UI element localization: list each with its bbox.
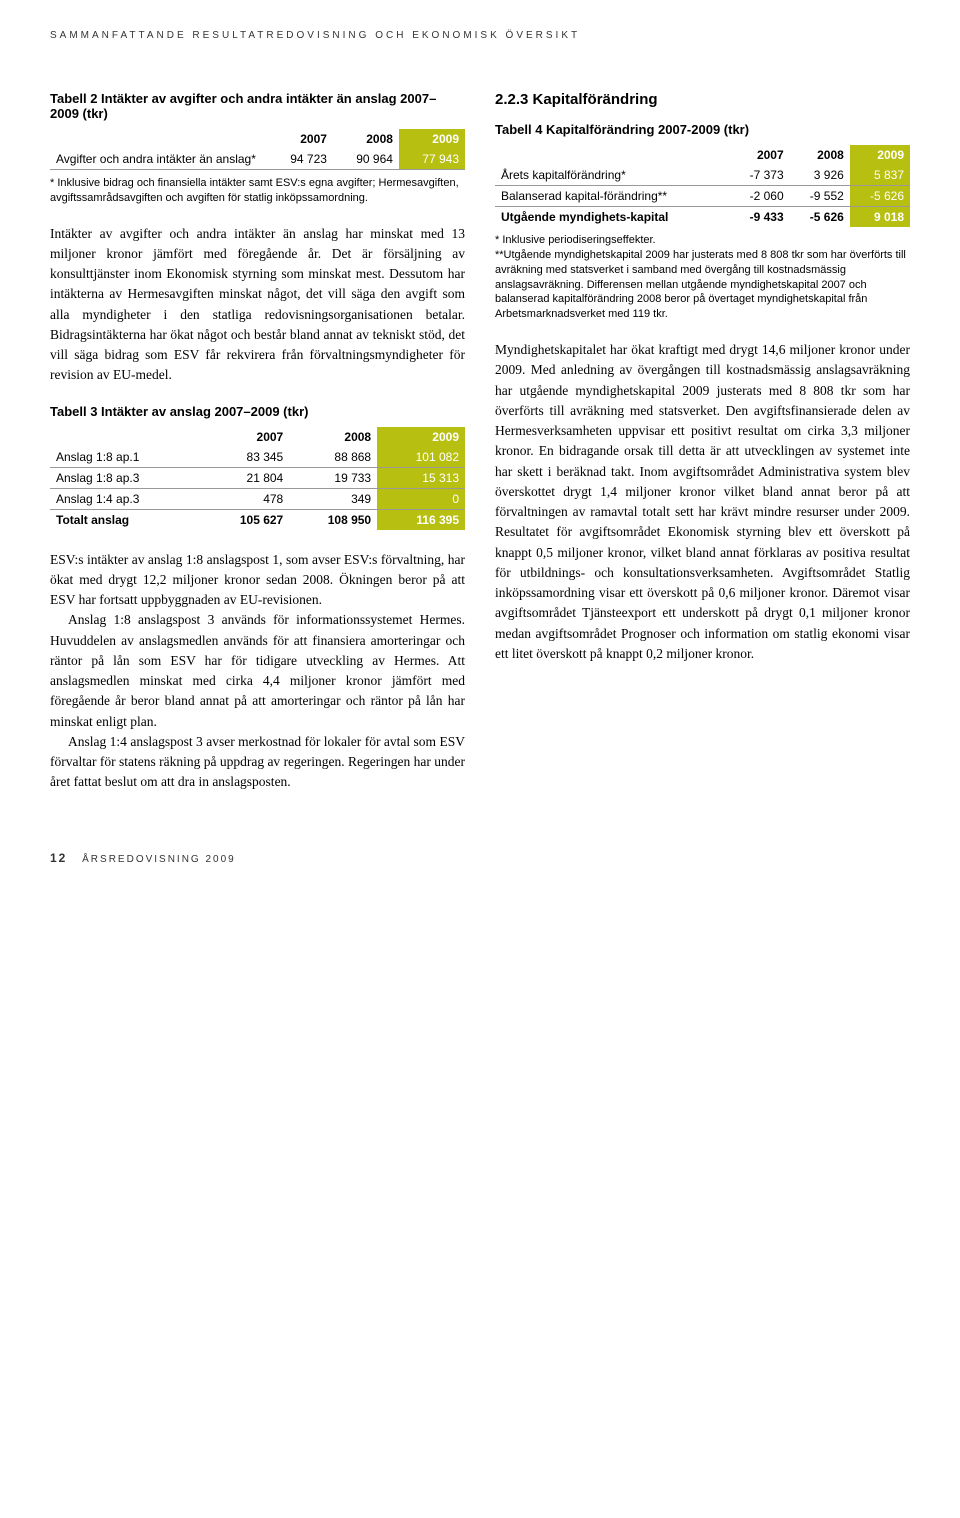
left-para3: Anslag 1:8 anslagspost 3 används för inf…	[50, 610, 465, 732]
table4-row: Årets kapitalförändring* -7 373 3 926 5 …	[495, 165, 910, 186]
table2-h0	[50, 129, 267, 149]
table3-h1: 2007	[201, 427, 289, 447]
table3-h3: 2009	[377, 427, 465, 447]
table3-total-c08: 108 950	[289, 509, 377, 530]
table3-total-c09: 116 395	[377, 509, 465, 530]
table2-h2: 2008	[333, 129, 399, 149]
table2-r0-c09: 77 943	[399, 149, 465, 170]
table3-total-label: Totalt anslag	[50, 509, 201, 530]
table3-r1-c09: 15 313	[377, 467, 465, 488]
table3-h0	[50, 427, 201, 447]
main-columns: Tabell 2 Intäkter av avgifter och andra …	[50, 91, 910, 811]
page-number: 12	[50, 851, 67, 865]
table4-title: Tabell 4 Kapitalförändring 2007-2009 (tk…	[495, 122, 910, 137]
table4-h0	[495, 145, 729, 165]
table3-r2-c09: 0	[377, 488, 465, 509]
table3-r0-c08: 88 868	[289, 447, 377, 468]
table4-footnote: * Inklusive periodiseringseffekter. **Ut…	[495, 233, 910, 322]
table2: 2007 2008 2009 Avgifter och andra intäkt…	[50, 129, 465, 170]
table4-r0-label: Årets kapitalförändring*	[495, 165, 729, 186]
table4: 2007 2008 2009 Årets kapitalförändring* …	[495, 145, 910, 227]
table3-total-c07: 105 627	[201, 509, 289, 530]
table4-header-row: 2007 2008 2009	[495, 145, 910, 165]
table4-r1-c09: -5 626	[850, 186, 910, 207]
left-column: Tabell 2 Intäkter av avgifter och andra …	[50, 91, 465, 811]
left-para2: ESV:s intäkter av anslag 1:8 anslagspost…	[50, 552, 465, 608]
table4-r2-c07: -9 433	[729, 207, 789, 228]
table4-h2: 2008	[790, 145, 850, 165]
table3-r2-c07: 478	[201, 488, 289, 509]
table3-row: Anslag 1:8 ap.1 83 345 88 868 101 082	[50, 447, 465, 468]
table4-h3: 2009	[850, 145, 910, 165]
table3-r2-c08: 349	[289, 488, 377, 509]
table2-h1: 2007	[267, 129, 333, 149]
table3-r0-c09: 101 082	[377, 447, 465, 468]
table4-r1-c08: -9 552	[790, 186, 850, 207]
table3-r0-label: Anslag 1:8 ap.1	[50, 447, 201, 468]
left-para4: Anslag 1:4 anslagspost 3 avser merkostna…	[50, 732, 465, 793]
table4-r2-c08: -5 626	[790, 207, 850, 228]
table3-r1-label: Anslag 1:8 ap.3	[50, 467, 201, 488]
left-para-block: ESV:s intäkter av anslag 1:8 anslagspost…	[50, 550, 465, 793]
table3-h2: 2008	[289, 427, 377, 447]
table2-h3: 2009	[399, 129, 465, 149]
table3-title: Tabell 3 Intäkter av anslag 2007–2009 (t…	[50, 404, 465, 419]
table2-row: Avgifter och andra intäkter än anslag* 9…	[50, 149, 465, 170]
table4-r2-label: Utgående myndighets-kapital	[495, 207, 729, 228]
table2-r0-c08: 90 964	[333, 149, 399, 170]
table4-r1-label: Balanserad kapital-förändring**	[495, 186, 729, 207]
right-column: 2.2.3 Kapitalförändring Tabell 4 Kapital…	[495, 91, 910, 811]
table3-r2-label: Anslag 1:4 ap.3	[50, 488, 201, 509]
table4-row: Balanserad kapital-förändring** -2 060 -…	[495, 186, 910, 207]
table3-r1-c07: 21 804	[201, 467, 289, 488]
table4-h1: 2007	[729, 145, 789, 165]
left-para1: Intäkter av avgifter och andra intäkter …	[50, 224, 465, 386]
table2-r0-label: Avgifter och andra intäkter än anslag*	[50, 149, 267, 170]
section-heading-223: 2.2.3 Kapitalförändring	[495, 91, 910, 108]
right-para1: Myndighetskapitalet har ökat kraftigt me…	[495, 340, 910, 664]
table4-r0-c09: 5 837	[850, 165, 910, 186]
page-footer: 12 ÅRSREDOVISNING 2009	[50, 851, 910, 865]
table2-footnote: * Inklusive bidrag och finansiella intäk…	[50, 176, 465, 206]
footer-text: ÅRSREDOVISNING 2009	[82, 854, 236, 865]
table3-r1-c08: 19 733	[289, 467, 377, 488]
table3-total-row: Totalt anslag 105 627 108 950 116 395	[50, 509, 465, 530]
table2-header-row: 2007 2008 2009	[50, 129, 465, 149]
table4-r2-c09: 9 018	[850, 207, 910, 228]
table3-row: Anslag 1:8 ap.3 21 804 19 733 15 313	[50, 467, 465, 488]
table4-r0-c08: 3 926	[790, 165, 850, 186]
table2-title: Tabell 2 Intäkter av avgifter och andra …	[50, 91, 465, 121]
table4-r1-c07: -2 060	[729, 186, 789, 207]
table3: 2007 2008 2009 Anslag 1:8 ap.1 83 345 88…	[50, 427, 465, 530]
table2-r0-c07: 94 723	[267, 149, 333, 170]
table4-row: Utgående myndighets-kapital -9 433 -5 62…	[495, 207, 910, 228]
table3-header-row: 2007 2008 2009	[50, 427, 465, 447]
page-header: SAMMANFATTANDE RESULTATREDOVISNING OCH E…	[50, 30, 910, 41]
table3-r0-c07: 83 345	[201, 447, 289, 468]
table3-row: Anslag 1:4 ap.3 478 349 0	[50, 488, 465, 509]
table4-r0-c07: -7 373	[729, 165, 789, 186]
